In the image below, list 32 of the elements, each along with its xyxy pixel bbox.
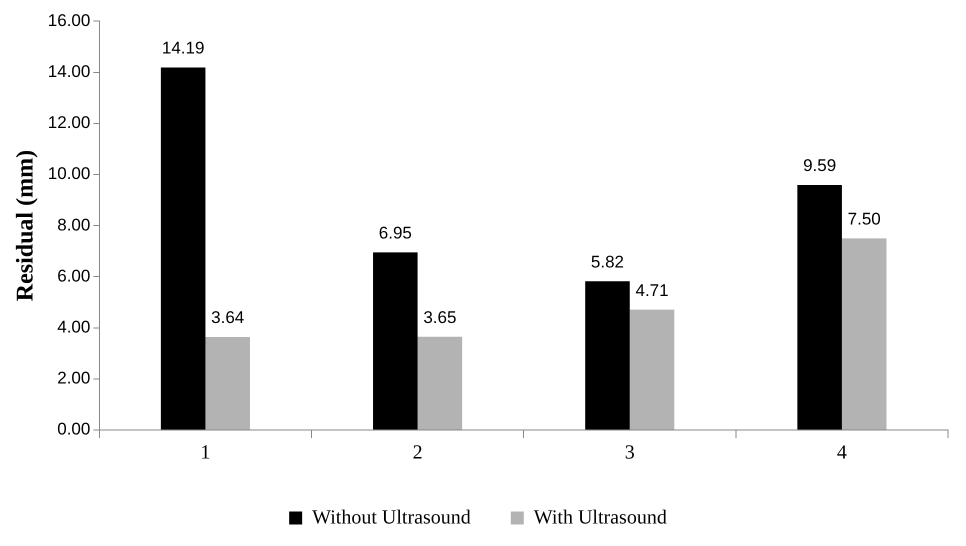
y-tick-label: 12.00 bbox=[48, 113, 90, 132]
y-tick-label: 0.00 bbox=[57, 420, 90, 439]
bar bbox=[205, 337, 250, 430]
data-label: 4.71 bbox=[635, 280, 669, 300]
bar bbox=[585, 281, 630, 430]
y-tick-label: 14.00 bbox=[48, 62, 90, 81]
x-tick-label: 3 bbox=[624, 441, 635, 464]
x-tick-label: 2 bbox=[412, 441, 423, 464]
legend-label: Without Ultrasound bbox=[312, 506, 471, 528]
y-tick-label: 10.00 bbox=[48, 164, 90, 184]
x-tick-label: 1 bbox=[200, 441, 210, 464]
y-tick-label: 8.00 bbox=[57, 215, 90, 234]
x-tick-label: 4 bbox=[836, 441, 847, 464]
y-tick-label: 16.00 bbox=[48, 10, 90, 30]
bar bbox=[630, 310, 674, 430]
y-tick-label: 4.00 bbox=[57, 317, 90, 336]
y-axis-title: Residual (mm) bbox=[12, 150, 39, 302]
data-label: 9.59 bbox=[803, 156, 836, 176]
legend-label: With Ultrasound bbox=[534, 506, 667, 528]
data-label: 6.95 bbox=[378, 224, 412, 243]
y-tick-label: 6.00 bbox=[57, 266, 90, 286]
bar bbox=[373, 252, 418, 430]
data-label: 7.50 bbox=[848, 210, 881, 229]
data-label: 3.64 bbox=[211, 308, 244, 328]
bar bbox=[842, 238, 886, 430]
bar bbox=[418, 336, 462, 430]
data-label: 5.82 bbox=[590, 252, 624, 272]
bar bbox=[797, 184, 842, 430]
data-label: 14.19 bbox=[162, 38, 204, 58]
y-tick-label: 2.00 bbox=[57, 368, 90, 388]
bar bbox=[160, 67, 206, 430]
data-label: 3.65 bbox=[423, 308, 456, 327]
